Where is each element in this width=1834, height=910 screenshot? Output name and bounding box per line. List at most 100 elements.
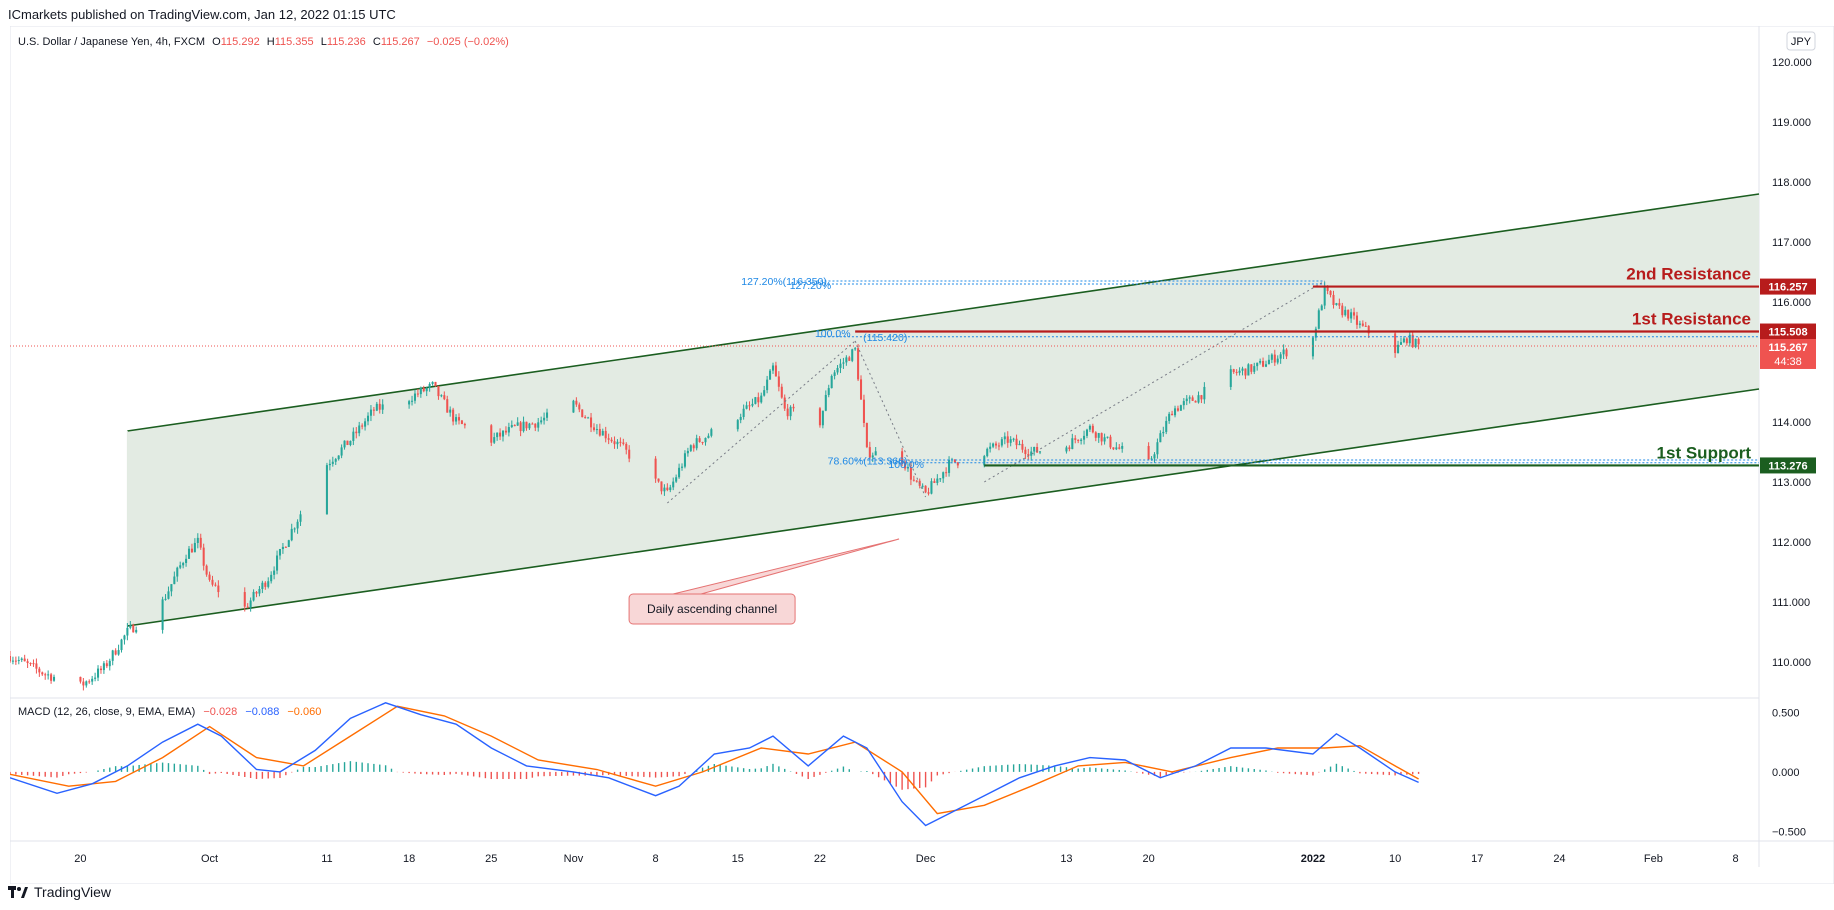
price-tick-label: 111.000 xyxy=(1772,597,1810,609)
candle-body xyxy=(44,674,47,676)
chart-frame[interactable]: 127.20%(116.350) 127.20% 100.0% (115.420) 78… xyxy=(8,25,1834,885)
candle-body xyxy=(1039,451,1042,453)
candle-body xyxy=(1326,285,1329,291)
macd-line[interactable] xyxy=(9,702,1419,827)
candle-body xyxy=(1162,431,1165,434)
price-pane[interactable]: 127.20%(116.350)127.20% 100.0% (115.420) 78… xyxy=(8,193,1760,691)
candle-body xyxy=(657,478,660,482)
candle-body xyxy=(862,399,865,423)
candle-body xyxy=(672,481,675,488)
candle-body xyxy=(340,447,343,456)
candle-body xyxy=(930,481,933,494)
candle-body xyxy=(572,400,575,413)
candle-body xyxy=(1033,446,1036,452)
candle-body xyxy=(1253,366,1256,372)
candle-body xyxy=(29,663,32,665)
chart-svg[interactable]: 127.20%(116.350)127.20% 100.0% (115.420) 78… xyxy=(8,25,1834,885)
macd-tick-label: 0.000 xyxy=(1772,767,1800,779)
candle-body xyxy=(760,395,763,403)
candle-body xyxy=(88,681,91,683)
candle-body xyxy=(578,404,581,410)
candle-body xyxy=(217,585,220,593)
candle-body xyxy=(507,427,510,433)
candle-body xyxy=(575,400,578,405)
candle-body xyxy=(408,401,411,405)
candle-body xyxy=(1405,338,1408,344)
fib-786-label: 78.60%(113.366) xyxy=(828,455,908,467)
candles[interactable] xyxy=(8,281,1420,691)
candle-body xyxy=(1323,285,1326,306)
candle-body xyxy=(1188,397,1191,399)
candle-body xyxy=(748,405,751,407)
fib-trend-3[interactable] xyxy=(984,280,1325,483)
candle-body xyxy=(369,409,372,416)
candle-body xyxy=(669,487,672,491)
price-tick-label: 120.000 xyxy=(1772,57,1812,69)
candle-body xyxy=(255,591,258,594)
footer-brand-label: TradingView xyxy=(34,884,112,900)
fib-trend-1[interactable] xyxy=(667,340,856,504)
candle-body xyxy=(1329,290,1332,295)
candle-body xyxy=(1168,413,1171,421)
channel-upper-line[interactable] xyxy=(127,193,1760,432)
candle-body xyxy=(434,381,437,386)
price-tick-label: 119.000 xyxy=(1772,117,1811,129)
candle-body xyxy=(114,650,117,655)
candle-body xyxy=(1176,408,1179,411)
candle-body xyxy=(695,438,698,449)
channel-fill xyxy=(127,194,1759,626)
price-axis[interactable]: 110.000111.000112.000113.000114.000115.0… xyxy=(1760,57,1816,838)
candle-body xyxy=(1003,436,1006,440)
candle-body xyxy=(736,420,739,430)
candle-body xyxy=(1106,436,1109,438)
candle-body xyxy=(208,574,211,580)
candle-body xyxy=(364,421,367,427)
candle-body xyxy=(167,591,170,599)
candle-body xyxy=(710,429,713,436)
candle-body xyxy=(1273,354,1276,363)
fib-100b-label: (115.420) xyxy=(863,332,907,344)
candle-body xyxy=(654,458,657,479)
candle-body xyxy=(111,650,114,661)
candle-body xyxy=(701,442,704,444)
candle-body xyxy=(211,579,214,585)
candle-body xyxy=(1364,325,1367,327)
candle-body xyxy=(845,357,848,363)
fib-trend-2[interactable] xyxy=(854,340,927,498)
candle-body xyxy=(1279,354,1282,359)
candle-body xyxy=(246,606,249,608)
candle-body xyxy=(953,459,956,463)
candle-body xyxy=(79,676,82,682)
candle-body xyxy=(836,367,839,373)
candle-body xyxy=(1065,447,1068,452)
candle-body xyxy=(1156,442,1159,455)
candle-body xyxy=(1012,438,1015,440)
channel-callout-box[interactable] xyxy=(628,593,796,625)
candle-body xyxy=(50,674,53,681)
candle-body xyxy=(915,480,918,482)
channel-lower-line[interactable] xyxy=(127,388,1760,627)
candle-body xyxy=(270,574,273,582)
candle-body xyxy=(786,408,789,417)
candle-body xyxy=(871,455,874,458)
candle-body xyxy=(187,548,191,559)
candle-body xyxy=(196,537,199,543)
symbol-legend: U.S. Dollar / Japanese Yen, 4h, FXCM O11… xyxy=(18,36,509,48)
macd-pane[interactable] xyxy=(9,702,1420,827)
time-axis[interactable]: 20 Oct 11 18 25 Nov 8 15 22 Dec 13 20 2022 10 17 24 Feb 8 xyxy=(74,853,1738,865)
price-tick-label: 113.000 xyxy=(1772,477,1811,489)
price-tick-label: 118.000 xyxy=(1772,177,1811,189)
footer-brand[interactable]: TradingView xyxy=(8,884,111,900)
signal-line[interactable] xyxy=(9,705,1419,815)
candle-body xyxy=(261,582,264,590)
candle-body xyxy=(1244,368,1247,376)
candle-body xyxy=(1077,439,1080,441)
candle-body xyxy=(419,387,422,395)
candle-body xyxy=(1347,309,1350,319)
currency-badge[interactable]: JPY xyxy=(1786,31,1816,51)
candle-body xyxy=(1338,303,1341,306)
candle-body xyxy=(1074,438,1077,440)
candle-body xyxy=(85,681,88,686)
candle-body xyxy=(581,409,584,418)
candle-body xyxy=(742,408,745,417)
